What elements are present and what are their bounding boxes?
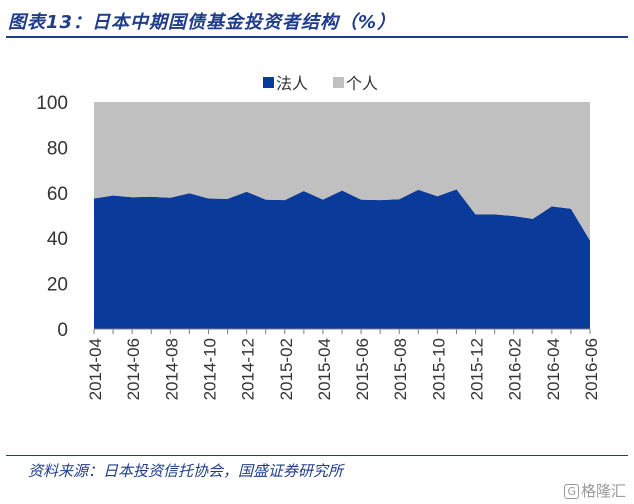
- x-tick-label: 2015-04: [315, 338, 334, 400]
- legend-label-0: 法人: [276, 75, 308, 93]
- x-tick-label: 2014-12: [239, 338, 258, 400]
- plot-area: [94, 102, 590, 329]
- y-tick-label: 20: [47, 275, 68, 296]
- x-tick-label: 2015-12: [468, 338, 487, 400]
- y-tick-label: 60: [47, 184, 68, 205]
- legend-swatch-0: [263, 77, 274, 88]
- x-tick-label: 2016-04: [544, 338, 563, 400]
- source-divider: [6, 455, 628, 456]
- y-tick-label: 40: [47, 229, 68, 250]
- area-series-1: [94, 102, 590, 241]
- x-tick-label: 2014-06: [124, 338, 143, 400]
- x-tick-label: 2015-06: [353, 338, 372, 400]
- legend-swatch-1: [333, 77, 344, 88]
- watermark-logo-icon: G: [564, 484, 579, 499]
- x-tick-label: 2016-02: [506, 338, 525, 400]
- chart-title: 图表13：日本中期国债基金投资者结构（%）: [8, 12, 397, 33]
- legend-label-1: 个人: [346, 75, 378, 93]
- watermark: G 格隆汇: [564, 480, 626, 501]
- watermark-text: 格隆汇: [580, 482, 626, 500]
- y-tick-label: 0: [57, 320, 68, 341]
- legend: 法人 个人: [263, 75, 378, 93]
- source-note: 资料来源：日本投资信托协会，国盛证券研究所: [28, 462, 344, 480]
- chart: 0 20 40 60 80 100 2014-04 2014-06 2014-08 2014-10…: [36, 75, 601, 400]
- x-tick-label: 2014-04: [86, 338, 105, 400]
- x-tick-label: 2016-06: [582, 338, 601, 400]
- title-divider: [6, 36, 628, 38]
- x-tick-label: 2014-08: [162, 338, 181, 400]
- x-tick-label: 2015-08: [391, 338, 410, 400]
- x-tick-label: 2014-10: [200, 338, 219, 400]
- x-tick-label: 2015-10: [429, 338, 448, 400]
- axes: 0 20 40 60 80 100 2014-04 2014-06 2014-08 2014-10…: [36, 93, 601, 400]
- y-tick-label: 80: [47, 138, 68, 159]
- area-series-0: [94, 189, 590, 329]
- y-tick-label: 100: [36, 93, 68, 114]
- x-tick-label: 2015-02: [277, 338, 296, 400]
